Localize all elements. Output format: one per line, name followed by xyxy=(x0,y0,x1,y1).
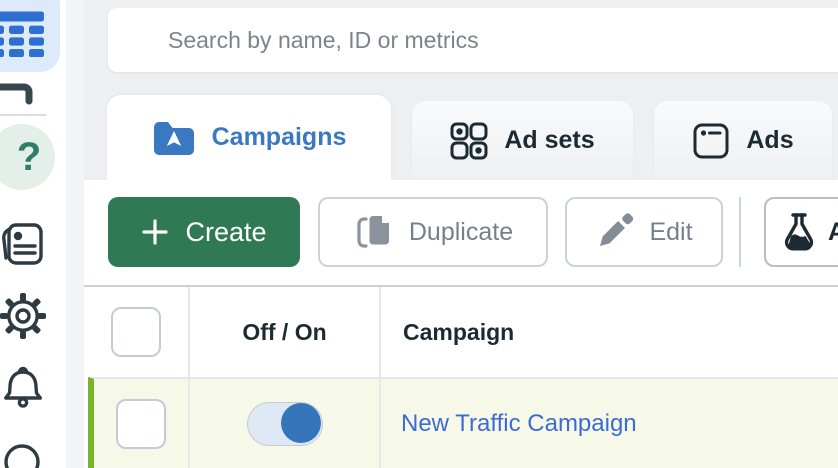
tab-ads[interactable]: Ads xyxy=(654,101,832,180)
gear-icon[interactable] xyxy=(0,293,46,339)
row-select-cell xyxy=(94,379,190,468)
tab-campaigns[interactable]: Campaigns xyxy=(107,95,391,180)
toggle-column-label: Off / On xyxy=(242,318,327,345)
flask-icon xyxy=(784,213,814,251)
campaign-toggle[interactable] xyxy=(246,401,323,446)
partial-nav-icon[interactable] xyxy=(0,82,40,106)
sidebar-divider xyxy=(0,114,46,116)
sidebar-item-campaigns[interactable] xyxy=(0,0,60,72)
duplicate-pages-icon xyxy=(357,216,389,248)
search-circle-icon[interactable] xyxy=(2,438,48,468)
campaign-column-header[interactable]: Campaign xyxy=(381,287,838,377)
edit-button-label: Edit xyxy=(649,217,693,246)
ab-test-button-label: A/B test xyxy=(828,217,838,246)
table-row: New Traffic Campaign xyxy=(88,377,838,468)
row-checkbox[interactable] xyxy=(116,398,166,449)
sidebar: ? xyxy=(0,0,146,468)
newsfeed-icon[interactable] xyxy=(0,222,46,268)
tab-adsets-label: Ad sets xyxy=(504,126,595,154)
toolbar-divider xyxy=(739,197,741,267)
main-content: Campaigns Ad sets Ads xyxy=(84,0,838,468)
campaigns-table-icon xyxy=(0,11,44,57)
select-all-header-cell xyxy=(84,287,190,377)
select-all-checkbox[interactable] xyxy=(111,307,161,357)
campaign-column-label: Campaign xyxy=(403,318,515,345)
search-input[interactable] xyxy=(108,8,838,72)
question-mark-icon: ? xyxy=(16,134,42,179)
toolbar: Create Duplicate Edit xyxy=(84,180,838,285)
row-campaign-cell: New Traffic Campaign xyxy=(381,379,838,468)
bell-icon[interactable] xyxy=(0,363,46,411)
tab-ads-label: Ads xyxy=(746,126,794,154)
folder-arrow-icon xyxy=(153,121,194,155)
create-button-label: Create xyxy=(185,216,267,247)
row-toggle-cell xyxy=(190,379,381,468)
ab-test-button[interactable]: A/B test xyxy=(764,197,838,267)
duplicate-button-label: Duplicate xyxy=(408,217,514,246)
pencil-icon xyxy=(600,213,634,246)
tab-adsets[interactable]: Ad sets xyxy=(412,101,633,180)
create-button[interactable]: Create xyxy=(108,197,300,267)
toggle-knob xyxy=(280,403,321,443)
plus-icon xyxy=(142,219,169,245)
table-header-row: Off / On Campaign xyxy=(84,285,838,377)
header-area: Campaigns Ad sets Ads xyxy=(84,0,838,180)
help-button[interactable]: ? xyxy=(0,124,55,190)
duplicate-button[interactable]: Duplicate xyxy=(318,197,548,267)
edit-button[interactable]: Edit xyxy=(565,197,723,267)
adsets-grid-icon xyxy=(450,122,488,159)
toggle-column-header[interactable]: Off / On xyxy=(190,287,381,377)
sidebar-scrollbar[interactable] xyxy=(66,0,146,468)
campaign-name-link[interactable]: New Traffic Campaign xyxy=(401,409,637,437)
tab-campaigns-label: Campaigns xyxy=(211,123,347,151)
ads-card-icon xyxy=(693,123,729,158)
